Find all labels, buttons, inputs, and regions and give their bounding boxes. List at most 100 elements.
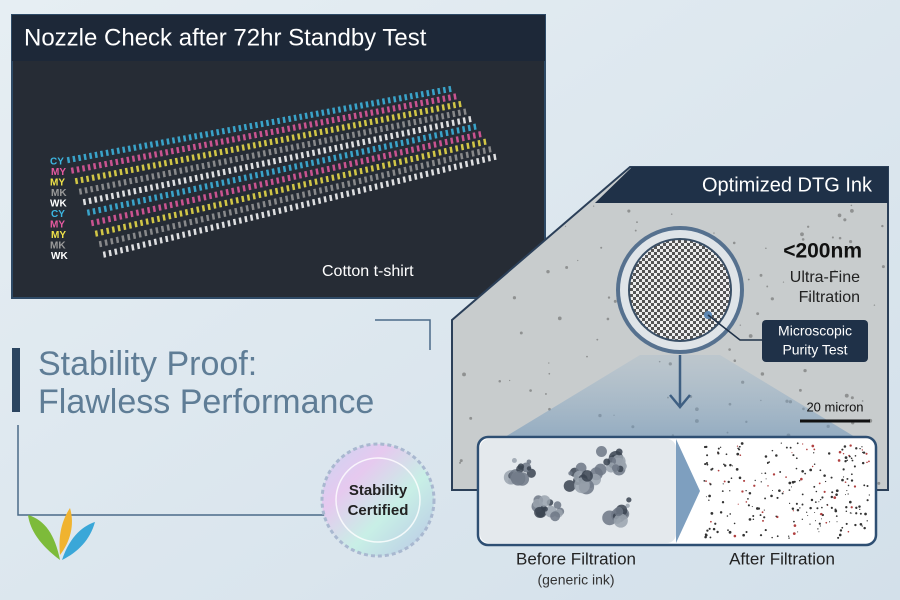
nozzle-dash <box>130 166 134 174</box>
nozzle-dash <box>138 143 143 150</box>
particle <box>745 501 748 503</box>
nozzle-dash <box>223 158 228 165</box>
nozzle-dash <box>343 161 347 169</box>
nozzle-dash <box>274 137 279 145</box>
nozzle-dash <box>439 130 444 138</box>
nozzle-dash <box>114 203 119 210</box>
nozzle-dash <box>488 146 492 153</box>
channel-label: MY <box>50 178 65 189</box>
nozzle-dash <box>437 158 441 165</box>
nozzle-dash <box>120 157 125 165</box>
nozzle-dash <box>385 115 390 122</box>
nozzle-dash <box>134 176 138 184</box>
nozzle-dash <box>466 133 471 141</box>
particle <box>796 508 800 512</box>
particle <box>850 457 853 460</box>
nozzle-dash <box>419 108 423 116</box>
nozzle-title: Nozzle Check after 72hr Standby Test <box>24 24 427 51</box>
particle <box>790 486 792 488</box>
nozzle-dash <box>131 155 136 162</box>
particle <box>816 507 819 510</box>
nozzle-dash <box>180 199 185 206</box>
particle <box>854 523 857 527</box>
nozzle-dash <box>286 125 291 132</box>
nozzle-dash <box>270 128 274 136</box>
nozzle-dash <box>364 110 369 117</box>
particle <box>776 535 779 538</box>
nozzle-dash <box>429 124 433 131</box>
particle <box>760 481 762 483</box>
speck <box>459 459 463 463</box>
speck <box>577 259 579 262</box>
nozzle-dash <box>252 193 256 200</box>
nozzle-dash <box>88 152 93 160</box>
nozzle-dash <box>122 146 126 153</box>
nozzle-dash <box>224 199 228 207</box>
nozzle-dash <box>358 111 363 118</box>
particle <box>813 452 815 454</box>
nozzle-dash <box>257 191 262 199</box>
particle <box>813 463 816 466</box>
nozzle-dash <box>181 231 186 238</box>
nozzle-dash <box>408 110 412 118</box>
particle <box>733 522 736 525</box>
nozzle-dash <box>269 189 273 196</box>
nozzle-dash <box>194 174 198 182</box>
nozzle-dash <box>295 203 299 210</box>
nozzle-dash <box>293 114 297 122</box>
particle <box>848 455 851 458</box>
nozzle-dash <box>90 219 95 227</box>
nozzle-dash <box>436 167 441 175</box>
nozzle-dash <box>271 118 275 126</box>
nozzle-dash <box>133 144 137 151</box>
nozzle-dash <box>316 158 320 165</box>
nozzle-dash <box>342 114 346 122</box>
particle <box>780 442 782 444</box>
nozzle-dash <box>392 105 396 112</box>
nozzle-dash <box>131 199 136 206</box>
nozzle-dash <box>145 174 150 181</box>
particle <box>764 497 767 500</box>
nozzle-dash <box>239 165 243 172</box>
particle <box>819 525 821 527</box>
particle <box>575 462 587 474</box>
nozzle-dash <box>186 197 190 205</box>
particle <box>851 459 854 462</box>
nozzle-dash <box>381 98 386 105</box>
particle <box>581 470 593 482</box>
particle <box>855 506 858 509</box>
nozzle-dash <box>222 168 226 176</box>
nozzle-dash <box>371 155 375 162</box>
particle <box>767 485 769 487</box>
speck <box>766 285 769 288</box>
particle <box>847 493 849 495</box>
decor-line <box>17 425 325 516</box>
nozzle-dash <box>183 177 187 184</box>
particle <box>823 474 826 477</box>
nozzle-dash <box>328 145 333 153</box>
particle <box>801 518 804 520</box>
nozzle-dash <box>347 180 351 187</box>
speck <box>838 236 842 240</box>
nozzle-dash <box>477 139 481 147</box>
nozzle-dash <box>292 124 296 131</box>
nozzle-dash <box>216 169 221 177</box>
nozzle-dash <box>387 97 391 104</box>
nozzle-dash <box>214 139 219 146</box>
nozzle-dash <box>353 112 357 120</box>
nozzle-dash <box>451 119 455 127</box>
particle <box>862 451 866 454</box>
speck <box>545 393 547 395</box>
particle <box>791 452 793 454</box>
nozzle-dash <box>317 197 322 204</box>
nozzle-dash <box>191 196 196 204</box>
nozzle-dash <box>108 171 112 178</box>
particle <box>759 514 762 517</box>
nozzle-dash <box>135 209 140 216</box>
nozzle-dash <box>156 172 161 179</box>
nozzle-dash <box>275 127 280 135</box>
nozzle-dash <box>104 239 108 246</box>
particle <box>709 536 712 539</box>
nozzle-dash <box>370 100 375 107</box>
particle <box>814 501 817 503</box>
